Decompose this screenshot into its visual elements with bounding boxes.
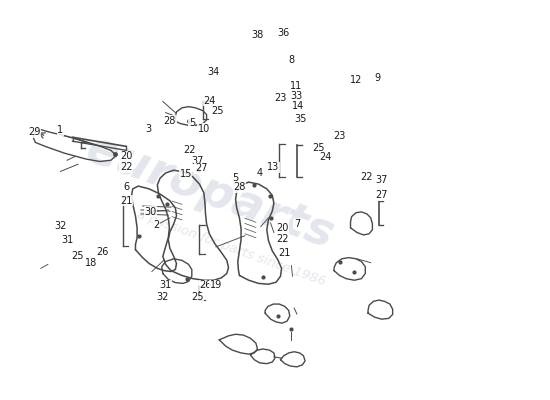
Text: 30: 30 bbox=[145, 207, 157, 217]
Text: 12: 12 bbox=[350, 75, 362, 85]
Text: europarts: europarts bbox=[79, 126, 340, 258]
Text: 13: 13 bbox=[267, 162, 279, 172]
Text: 4: 4 bbox=[257, 168, 263, 178]
Text: 25: 25 bbox=[72, 251, 84, 261]
Text: 1: 1 bbox=[57, 126, 64, 136]
Text: 24: 24 bbox=[203, 96, 216, 106]
Text: 18: 18 bbox=[85, 258, 97, 268]
Text: 5: 5 bbox=[189, 118, 195, 128]
Text: 15: 15 bbox=[180, 169, 192, 179]
Text: 32: 32 bbox=[157, 292, 169, 302]
Text: 11: 11 bbox=[290, 81, 302, 91]
Text: 26: 26 bbox=[96, 247, 109, 257]
Text: 19: 19 bbox=[210, 280, 222, 290]
Text: 20: 20 bbox=[120, 151, 133, 161]
Text: 7: 7 bbox=[294, 219, 300, 229]
Text: 29: 29 bbox=[28, 128, 40, 138]
Text: 23: 23 bbox=[333, 132, 346, 142]
Text: 10: 10 bbox=[198, 124, 210, 134]
Text: 27: 27 bbox=[195, 163, 207, 173]
Text: 28: 28 bbox=[164, 116, 176, 126]
Text: 26: 26 bbox=[199, 280, 212, 290]
Text: 22: 22 bbox=[183, 145, 195, 155]
Text: 24: 24 bbox=[320, 152, 332, 162]
Text: 36: 36 bbox=[278, 28, 290, 38]
Text: 14: 14 bbox=[293, 101, 305, 111]
Text: a passion for parts since 1986: a passion for parts since 1986 bbox=[135, 207, 327, 288]
Text: 25: 25 bbox=[312, 142, 325, 152]
Text: 2: 2 bbox=[153, 220, 159, 230]
Text: 9: 9 bbox=[375, 73, 381, 83]
Text: 23: 23 bbox=[274, 93, 287, 103]
Text: 35: 35 bbox=[295, 114, 307, 124]
Text: 6: 6 bbox=[123, 182, 129, 192]
Text: 27: 27 bbox=[376, 190, 388, 200]
Text: 22: 22 bbox=[361, 172, 373, 182]
Text: 28: 28 bbox=[233, 182, 246, 192]
Text: 38: 38 bbox=[251, 30, 263, 40]
Text: 5: 5 bbox=[233, 173, 239, 183]
Text: 31: 31 bbox=[160, 280, 172, 290]
Text: 31: 31 bbox=[61, 235, 73, 245]
Text: 21: 21 bbox=[278, 248, 290, 258]
Text: 34: 34 bbox=[207, 67, 220, 77]
Text: 3: 3 bbox=[145, 124, 151, 134]
Text: 25: 25 bbox=[191, 292, 204, 302]
Text: 32: 32 bbox=[54, 221, 67, 231]
Text: 20: 20 bbox=[276, 223, 288, 233]
Text: 33: 33 bbox=[291, 91, 303, 101]
Text: 25: 25 bbox=[211, 106, 224, 116]
Text: 21: 21 bbox=[120, 196, 133, 206]
Text: 22: 22 bbox=[120, 162, 133, 172]
Text: 37: 37 bbox=[376, 175, 388, 185]
Text: 8: 8 bbox=[288, 55, 294, 65]
Text: 37: 37 bbox=[191, 156, 204, 166]
Text: 22: 22 bbox=[276, 234, 288, 244]
